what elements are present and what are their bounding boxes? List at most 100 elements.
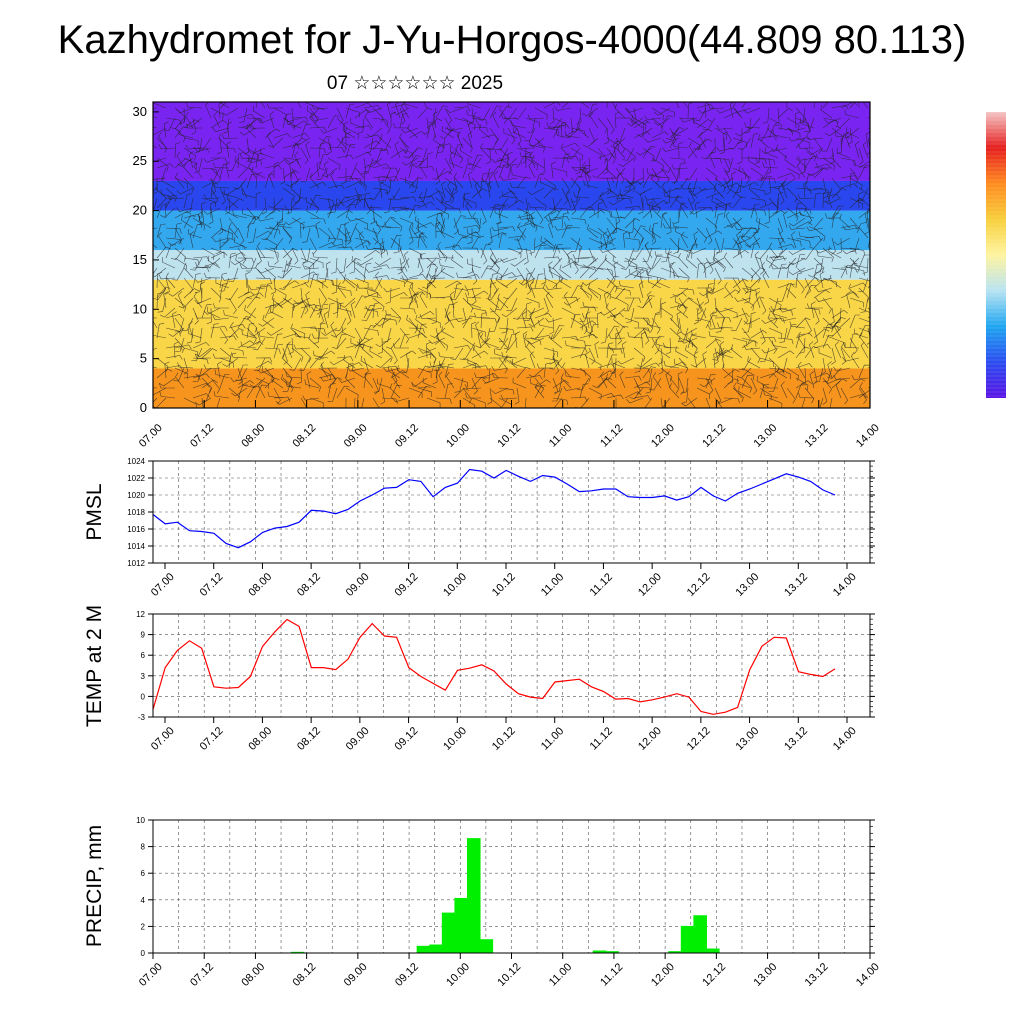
wind-barb xyxy=(286,260,302,269)
wind-barb xyxy=(177,362,194,369)
wind-barb xyxy=(216,397,221,408)
wind-barb xyxy=(570,367,586,376)
wind-barb xyxy=(716,237,725,253)
wind-barb xyxy=(754,147,761,164)
wind-barb xyxy=(854,141,860,159)
wind-barb xyxy=(491,365,509,371)
wind-barb xyxy=(723,202,732,219)
x-tick-label: 07.12 xyxy=(198,571,226,599)
wind-barb xyxy=(606,194,624,200)
wind-barb xyxy=(188,328,203,339)
wind-barb xyxy=(387,365,401,379)
wind-barb xyxy=(219,357,234,368)
wind-barb xyxy=(462,164,473,179)
wind-barb xyxy=(705,283,714,299)
wind-barb xyxy=(228,198,244,209)
wind-barb xyxy=(672,141,689,149)
wind-barb xyxy=(772,308,788,319)
wind-barb xyxy=(768,197,779,214)
wind-barb xyxy=(858,102,860,109)
wind-barb xyxy=(378,176,392,189)
wind-barb xyxy=(722,363,734,379)
wind-barb xyxy=(336,267,346,284)
wind-barb xyxy=(480,147,497,155)
wind-barb xyxy=(431,121,437,139)
wind-barb xyxy=(435,212,443,229)
wind-barb xyxy=(603,367,617,381)
wind-barb xyxy=(777,263,787,279)
wind-barb xyxy=(364,112,374,129)
wind-barb xyxy=(597,241,615,249)
wind-barb xyxy=(485,338,500,349)
wind-barb xyxy=(327,204,339,219)
wind-barb xyxy=(713,183,725,199)
wind-barb xyxy=(763,389,779,399)
wind-barb xyxy=(468,157,482,170)
wind-barb xyxy=(462,397,476,408)
wind-barb xyxy=(345,227,352,245)
wind-barb xyxy=(156,163,174,169)
wind-barb xyxy=(510,257,527,267)
wind-barb xyxy=(214,369,230,379)
wind-barb xyxy=(786,262,795,279)
wind-barb xyxy=(228,347,244,356)
wind-barb xyxy=(411,157,428,168)
wind-barb xyxy=(534,207,544,224)
wind-barb xyxy=(644,115,662,121)
wind-barb xyxy=(732,277,741,295)
wind-barb xyxy=(245,271,251,289)
wind-barb xyxy=(696,297,702,315)
wind-barb xyxy=(534,240,552,249)
wind-barb xyxy=(772,129,788,139)
wind-barb xyxy=(156,292,163,309)
wind-barb xyxy=(624,391,642,399)
wind-barb xyxy=(444,307,450,325)
wind-barb xyxy=(821,177,827,195)
wind-barb xyxy=(639,271,645,289)
wind-barb xyxy=(796,162,806,179)
wind-barb xyxy=(270,306,284,319)
wind-barb xyxy=(849,378,866,389)
wind-barb xyxy=(777,287,788,302)
wind-barb xyxy=(603,127,609,145)
wind-barb xyxy=(282,169,299,179)
wind-barb xyxy=(514,331,520,349)
wind-barb xyxy=(624,237,641,245)
wind-barb xyxy=(453,217,459,235)
wind-barb xyxy=(546,121,563,129)
wind-barb xyxy=(768,377,779,392)
wind-barb xyxy=(654,251,671,259)
wind-barb xyxy=(193,162,203,179)
wind-barb xyxy=(291,143,301,159)
wind-barb xyxy=(312,350,329,359)
wind-barb xyxy=(516,247,532,256)
wind-barb xyxy=(306,196,320,209)
wind-barb xyxy=(192,307,199,325)
wind-barb xyxy=(210,182,218,199)
wind-barb xyxy=(674,358,689,369)
grid xyxy=(153,614,870,717)
wind-barb xyxy=(365,306,383,311)
wind-barb xyxy=(500,113,518,119)
wind-barb xyxy=(648,225,662,239)
wind-barb xyxy=(604,147,617,161)
wind-barb xyxy=(602,231,608,249)
wind-barb xyxy=(842,225,860,231)
wind-barb xyxy=(222,117,230,134)
wind-barb xyxy=(338,377,356,383)
wind-barb xyxy=(315,221,321,239)
wind-barb xyxy=(522,331,528,349)
wind-barb xyxy=(246,292,264,299)
wind-barb xyxy=(156,223,166,239)
wind-barb xyxy=(813,102,815,109)
wind-barb xyxy=(255,284,267,299)
wind-barb xyxy=(446,107,464,114)
wind-barb xyxy=(867,238,870,249)
wind-barb xyxy=(615,207,621,225)
wind-barb xyxy=(498,107,508,124)
wind-barb xyxy=(245,257,257,272)
wind-barb xyxy=(736,231,743,249)
wind-barb xyxy=(176,151,185,169)
wind-barb xyxy=(459,145,473,159)
wind-barb xyxy=(741,307,749,325)
